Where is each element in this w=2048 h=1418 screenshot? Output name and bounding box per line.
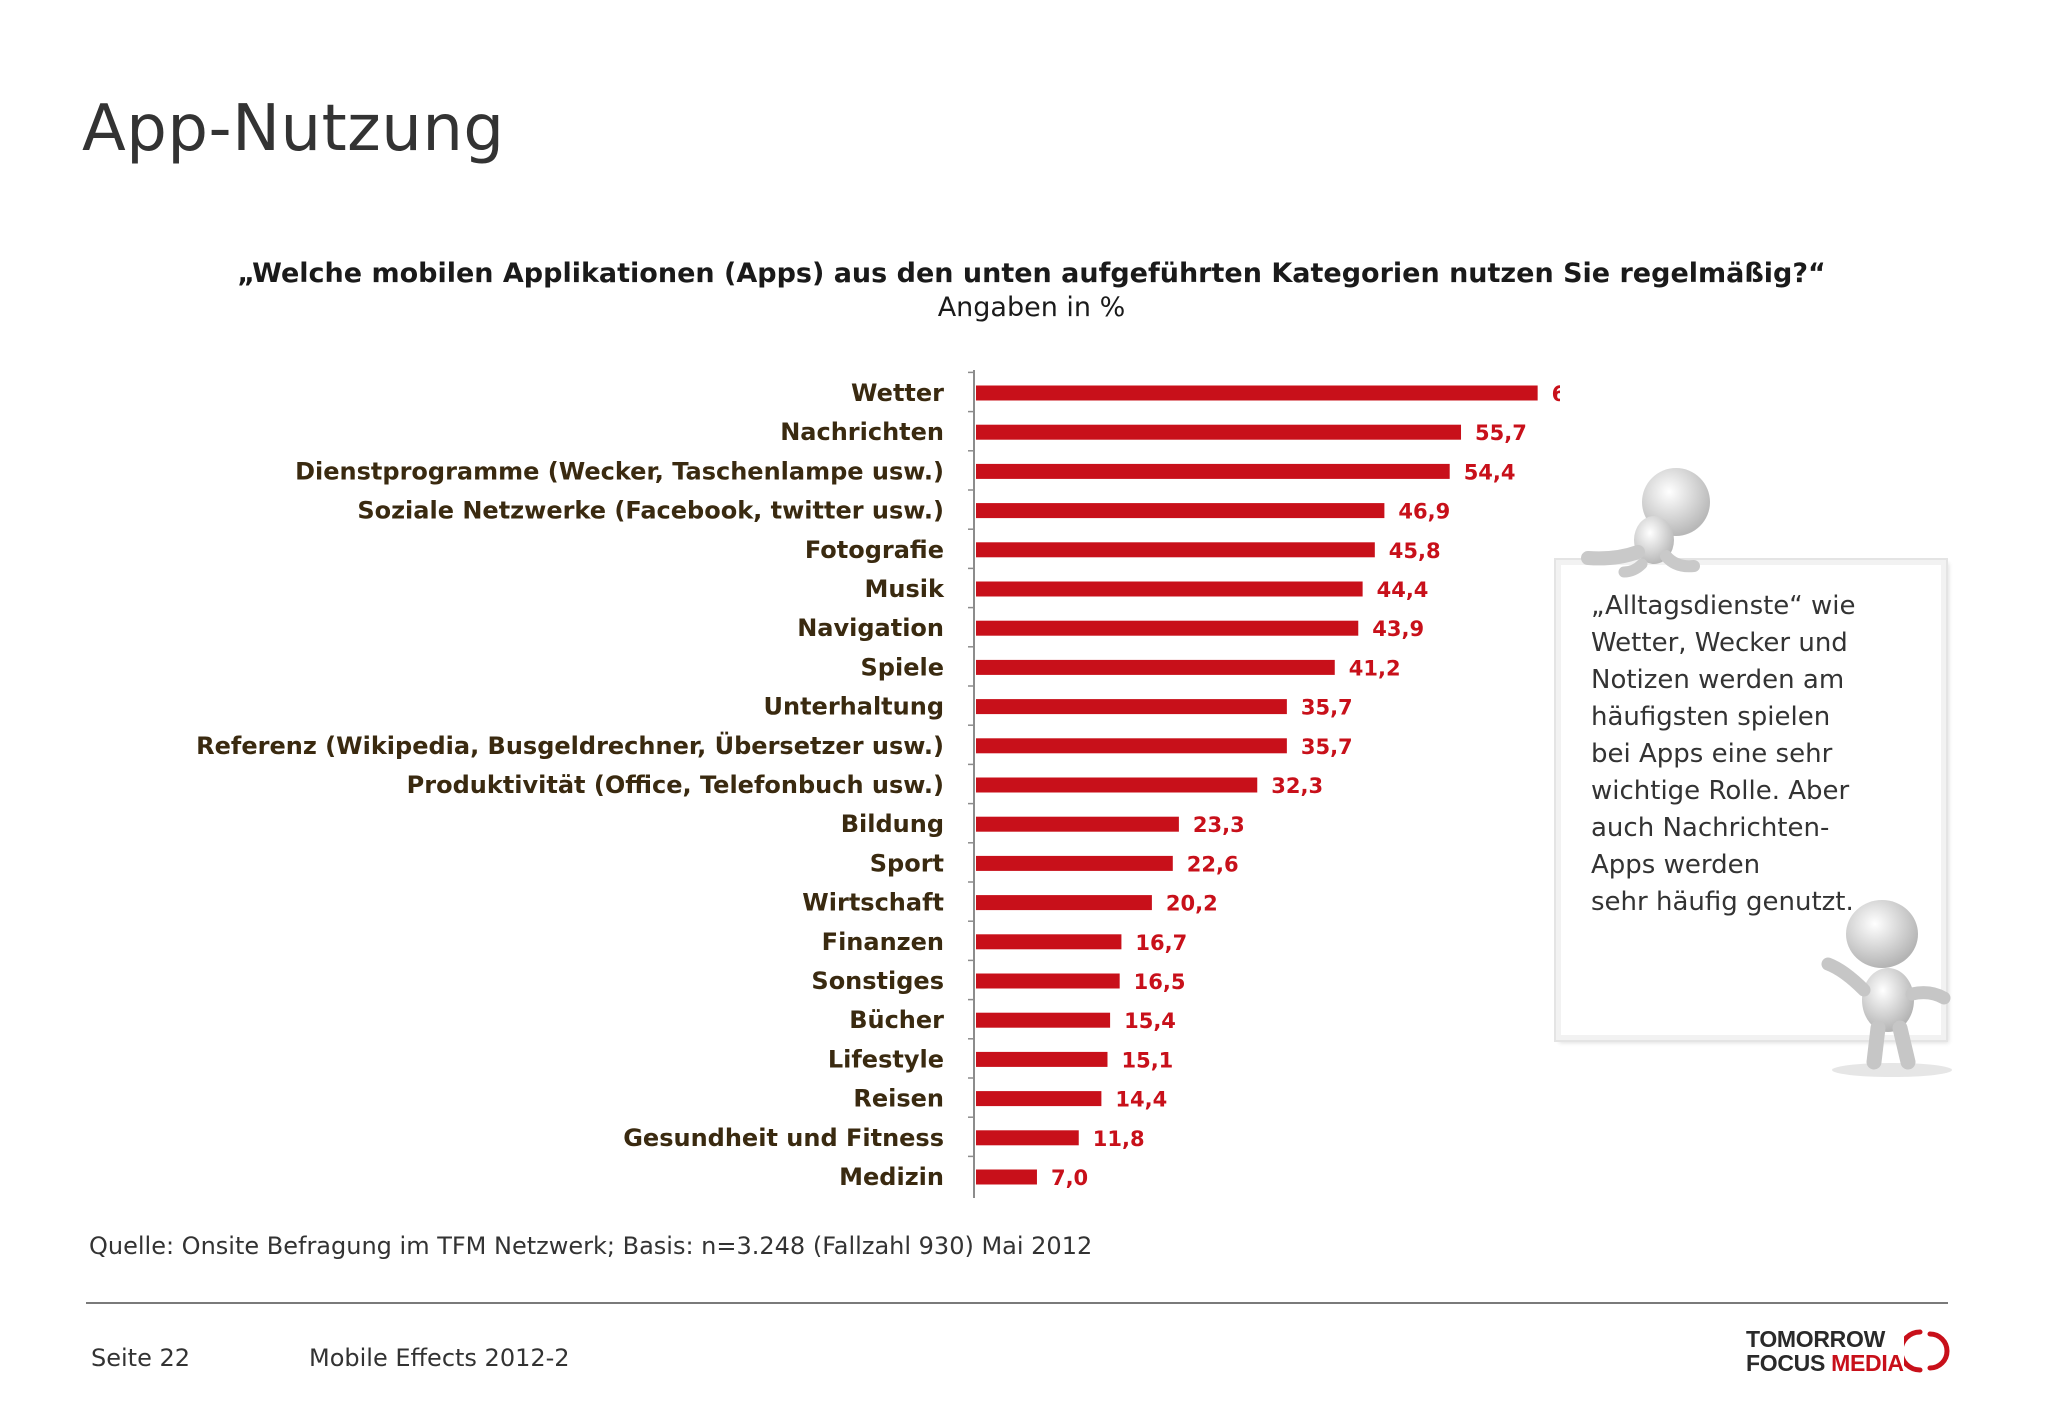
data-label: 22,6 [1187,852,1239,876]
category-label: Dienstprogramme (Wecker, Taschenlampe us… [295,457,944,485]
data-label: 11,8 [1093,1127,1145,1151]
data-label: 43,9 [1372,617,1424,641]
callout-line: wichtige Rolle. Aber [1591,776,1850,806]
bar [976,699,1287,715]
callout-text: „Alltagsdienste“ wie Wetter, Wecker und No… [1591,588,1891,921]
bar [976,659,1335,675]
document-name: Mobile Effects 2012-2 [309,1344,570,1372]
bar [976,542,1375,558]
bar [976,895,1152,911]
page-title: App-Nutzung [82,92,505,166]
category-label: Bücher [849,1006,944,1034]
chart-title: „Welche mobilen Applikationen (Apps) aus… [237,258,1826,289]
bar [976,934,1122,950]
data-label: 7,0 [1051,1166,1088,1190]
data-label: 23,3 [1193,813,1245,837]
data-label: 32,3 [1271,774,1323,798]
callout-line: auch Nachrichten- [1591,813,1830,843]
data-label: 45,8 [1389,539,1441,563]
footer-divider [86,1302,1948,1304]
category-label: Spiele [861,653,944,681]
logo-mark-icon [1904,1329,1950,1373]
category-label: Reisen [853,1085,944,1113]
bar [976,424,1462,440]
data-label: 16,5 [1134,970,1186,994]
logo-focus: FOCUS [1746,1350,1826,1376]
category-label: Unterhaltung [764,693,945,721]
data-label: 15,1 [1121,1048,1173,1072]
bar [976,1012,1111,1028]
bar [976,855,1173,871]
category-label: Referenz (Wikipedia, Busgeldrechner, Übe… [196,730,944,760]
figure-top-illustration [1581,468,1710,578]
figure-bottom-illustration [1821,900,1952,1077]
bar [976,777,1258,793]
bar [976,1091,1102,1107]
bar [976,1130,1079,1146]
bar [976,738,1287,754]
logo-line2: FOCUS MEDIA [1746,1350,1904,1377]
callout-line: „Alltagsdienste“ wie [1591,591,1856,621]
bar [976,620,1359,636]
category-label: Musik [865,575,945,603]
data-label: 41,2 [1349,656,1401,680]
bar [976,816,1179,832]
bar [976,463,1450,479]
category-label: Sport [870,849,944,877]
company-logo: TOMORROW FOCUS MEDIA [1746,1326,1956,1376]
category-label: Soziale Netzwerke (Facebook, twitter usw… [357,497,944,525]
callout-line: häufigsten spielen [1591,702,1831,732]
data-label: 14,4 [1115,1088,1167,1112]
data-label: 16,7 [1135,931,1187,955]
category-label: Sonstiges [811,967,944,995]
category-label: Wetter [851,379,944,407]
data-label: 54,4 [1464,460,1516,484]
category-label: Produktivität (Office, Telefonbuch usw.) [407,771,944,799]
data-label: 15,4 [1124,1009,1176,1033]
category-label: Medizin [839,1163,944,1191]
bar [976,973,1120,989]
data-label: 20,2 [1166,892,1218,916]
category-label: Bildung [841,810,944,838]
data-label: 35,7 [1301,696,1353,720]
logo-media: MEDIA [1831,1350,1904,1376]
bar [976,1051,1108,1067]
category-label: Gesundheit und Fitness [623,1124,944,1152]
category-label: Wirtschaft [802,889,944,917]
category-label: Fotografie [805,536,944,564]
bar-chart: Wetter 64,5 Nachrichten 55,7 Dienstprogramme… [196,370,1560,1198]
chart-subtitle: Angaben in % [937,292,1126,323]
data-label: 46,9 [1398,500,1450,524]
category-label: Navigation [797,614,944,642]
callout-line: Notizen werden am [1591,665,1845,695]
callout-line: sehr häufig genutzt. [1591,887,1854,917]
category-label: Finanzen [822,928,944,956]
data-label: 35,7 [1301,735,1353,759]
bar [976,385,1538,401]
logo-line1: TOMORROW [1746,1326,1885,1352]
callout-line: Apps werden [1591,850,1761,880]
callout-line: Wetter, Wecker und [1591,628,1848,658]
bar [976,1169,1037,1185]
source-note: Quelle: Onsite Befragung im TFM Netzwerk… [89,1232,1093,1260]
data-label: 64,5 [1552,382,1560,406]
callout-line: bei Apps eine sehr [1591,739,1833,769]
bar [976,503,1385,519]
bar [976,581,1363,597]
data-label: 55,7 [1475,421,1527,445]
data-label: 44,4 [1377,578,1429,602]
category-label: Lifestyle [828,1045,944,1073]
category-label: Nachrichten [780,418,944,446]
page-number: Seite 22 [91,1344,191,1372]
